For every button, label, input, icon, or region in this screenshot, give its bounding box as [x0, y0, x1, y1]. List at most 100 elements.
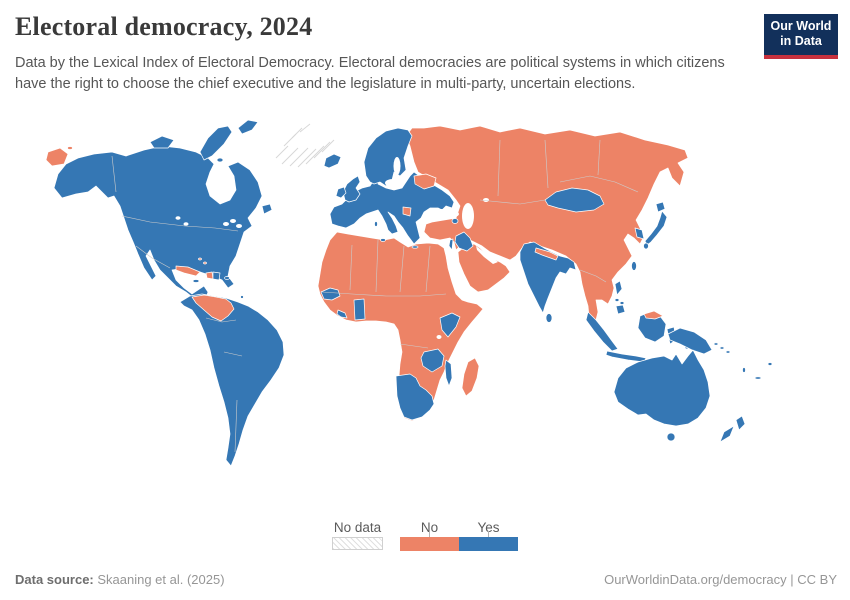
region-madagascar[interactable] — [461, 357, 480, 397]
region-sicily[interactable] — [380, 238, 386, 242]
region-haiti[interactable] — [205, 271, 214, 280]
region-japan-hokkaido[interactable] — [655, 201, 666, 213]
region-philippines-visayas-1[interactable] — [614, 298, 620, 302]
legend-tick-no — [429, 531, 430, 537]
region-iceland[interactable] — [323, 153, 342, 169]
lake-victoria — [436, 335, 442, 339]
region-ghana[interactable] — [353, 298, 366, 321]
region-solomon-3[interactable] — [725, 350, 731, 354]
attribution-note: OurWorldinData.org/democracy | CC BY — [604, 572, 837, 587]
owid-logo[interactable]: Our World in Data — [764, 14, 838, 59]
region-bahamas-2[interactable] — [203, 261, 207, 265]
region-southern-africa[interactable] — [395, 373, 435, 421]
region-liberia[interactable] — [336, 309, 348, 319]
region-united-kingdom[interactable] — [342, 175, 361, 203]
region-malawi[interactable] — [444, 359, 453, 387]
region-philippines-luzon[interactable] — [614, 280, 623, 296]
region-mongolia[interactable] — [544, 187, 605, 213]
region-russia-china-asia[interactable] — [405, 125, 689, 325]
data-source-note: Data source: Skaaning et al. (2025) — [15, 572, 225, 587]
greenland-hatch-lines — [275, 123, 335, 168]
world-map — [45, 119, 773, 467]
region-arabian-peninsula[interactable] — [457, 243, 511, 293]
region-jamaica[interactable] — [192, 279, 200, 283]
region-australia[interactable] — [613, 349, 711, 427]
owid-url-link[interactable]: OurWorldinData.org/democracy — [604, 572, 787, 587]
license-link[interactable]: CC BY — [797, 572, 837, 587]
aral-sea — [483, 198, 489, 202]
map-subtitle: Data by the Lexical Index of Electoral D… — [15, 53, 725, 95]
attribution-separator: | — [786, 572, 798, 587]
legend-no-label: No — [420, 520, 439, 535]
region-baffin-island[interactable] — [199, 125, 233, 161]
subtitle-line-1: Data by the Lexical Index of Electoral D… — [15, 55, 725, 71]
legend-yes-label: Yes — [477, 520, 500, 535]
region-zambia[interactable] — [420, 348, 445, 373]
region-sumatra[interactable] — [585, 311, 619, 352]
region-israel[interactable] — [448, 238, 454, 251]
region-new-caledonia[interactable] — [754, 376, 762, 380]
region-fiji[interactable] — [767, 362, 773, 366]
region-chukotka-islet[interactable] — [67, 146, 73, 150]
region-sri-lanka[interactable] — [545, 313, 553, 323]
data-source-label: Data source: — [15, 572, 94, 587]
region-senegal[interactable] — [320, 287, 341, 301]
region-venezuela[interactable] — [191, 294, 235, 322]
region-ireland[interactable] — [335, 186, 347, 199]
region-africa-mainland[interactable] — [317, 231, 484, 422]
region-solomon-1[interactable] — [713, 342, 719, 346]
region-southampton-island[interactable] — [216, 157, 224, 163]
legend-no-data-swatch[interactable] — [332, 537, 383, 550]
region-serbia[interactable] — [402, 206, 412, 217]
region-belarus[interactable] — [413, 173, 437, 190]
north-america-lakes — [175, 216, 242, 228]
region-victoria-island[interactable] — [149, 135, 175, 149]
region-ellesmere-island[interactable] — [237, 119, 259, 135]
region-tasmania[interactable] — [666, 432, 676, 442]
region-armenia[interactable] — [451, 218, 459, 224]
logo-line-2: in Data — [780, 34, 822, 48]
region-crete[interactable] — [411, 245, 419, 249]
baltic-sea — [385, 179, 401, 187]
region-north-america[interactable] — [53, 145, 263, 329]
region-nepal[interactable] — [534, 247, 559, 261]
region-iraq[interactable] — [454, 231, 474, 252]
page-title: Electoral democracy, 2024 — [15, 12, 313, 41]
region-dominican-republic[interactable] — [212, 271, 221, 281]
world-map-container — [0, 108, 850, 512]
region-cuba[interactable] — [175, 265, 201, 277]
region-puerto-rico[interactable] — [224, 276, 230, 280]
region-india[interactable] — [519, 241, 577, 314]
black-sea — [427, 209, 459, 219]
region-trinidad[interactable] — [240, 295, 244, 299]
region-taiwan[interactable] — [631, 261, 637, 271]
region-malaysia-north-borneo[interactable] — [643, 310, 664, 320]
country-borders — [111, 139, 639, 453]
region-solomon-2[interactable] — [719, 346, 725, 350]
region-sardinia[interactable] — [374, 221, 378, 227]
region-philippines-mindanao[interactable] — [615, 304, 626, 315]
data-source-value: Skaaning et al. (2025) — [93, 572, 225, 587]
legend-yes-swatch[interactable] — [459, 537, 518, 551]
region-new-guinea[interactable] — [667, 327, 713, 355]
region-japan-kyushu[interactable] — [643, 242, 649, 250]
subtitle-line-2: have the right to choose the chief execu… — [15, 76, 636, 92]
region-vanuatu[interactable] — [742, 367, 746, 373]
region-bahamas-1[interactable] — [198, 257, 202, 261]
region-new-zealand-north[interactable] — [735, 415, 746, 431]
region-japan-honshu[interactable] — [644, 210, 668, 246]
region-java[interactable] — [605, 350, 647, 363]
legend-no-data-label: No data — [333, 520, 382, 535]
region-south-korea[interactable] — [634, 227, 645, 240]
region-chukotka[interactable] — [45, 147, 69, 167]
legend-no-swatch[interactable] — [400, 537, 459, 551]
region-philippines-visayas-2[interactable] — [619, 301, 625, 305]
legend-tick-yes — [488, 531, 489, 537]
region-newfoundland[interactable] — [261, 203, 273, 215]
gulf-of-bothnia — [393, 157, 401, 175]
region-south-america[interactable] — [179, 293, 285, 467]
region-new-zealand-south[interactable] — [719, 425, 735, 443]
region-kenya[interactable] — [439, 312, 461, 338]
region-scandinavia[interactable] — [363, 127, 413, 187]
